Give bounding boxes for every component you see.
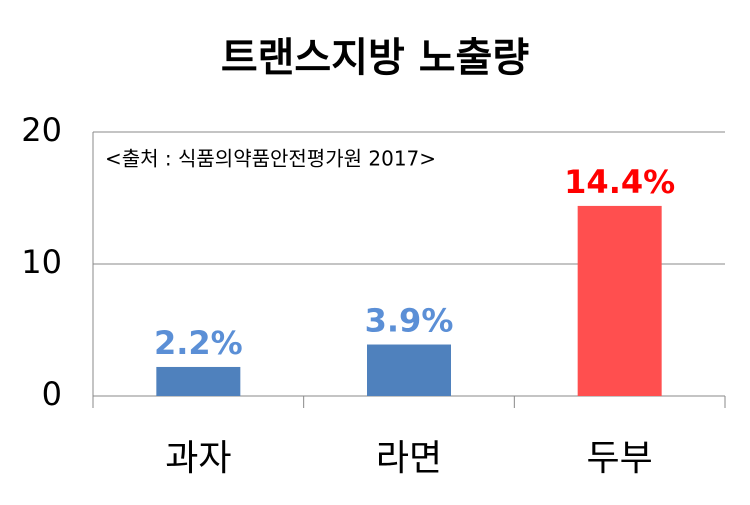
x-tick-label: 과자 [165,438,231,479]
bar [367,344,451,396]
y-tick-label: 0 [42,375,62,413]
y-tick-label: 10 [21,243,62,281]
value-label: 14.4% [564,163,675,201]
value-label: 2.2% [154,324,243,362]
annotation: <출처 : 식품의약품안전평가원 2017> [105,147,436,171]
x-tick-label: 두부 [587,438,653,479]
bar [577,205,662,396]
value-label: 3.9% [365,302,454,340]
y-tick-label: 20 [21,111,62,149]
x-tick-label: 라면 [376,438,442,479]
chart-title: 트랜스지방 노출량 [221,35,530,81]
bar [156,366,241,396]
